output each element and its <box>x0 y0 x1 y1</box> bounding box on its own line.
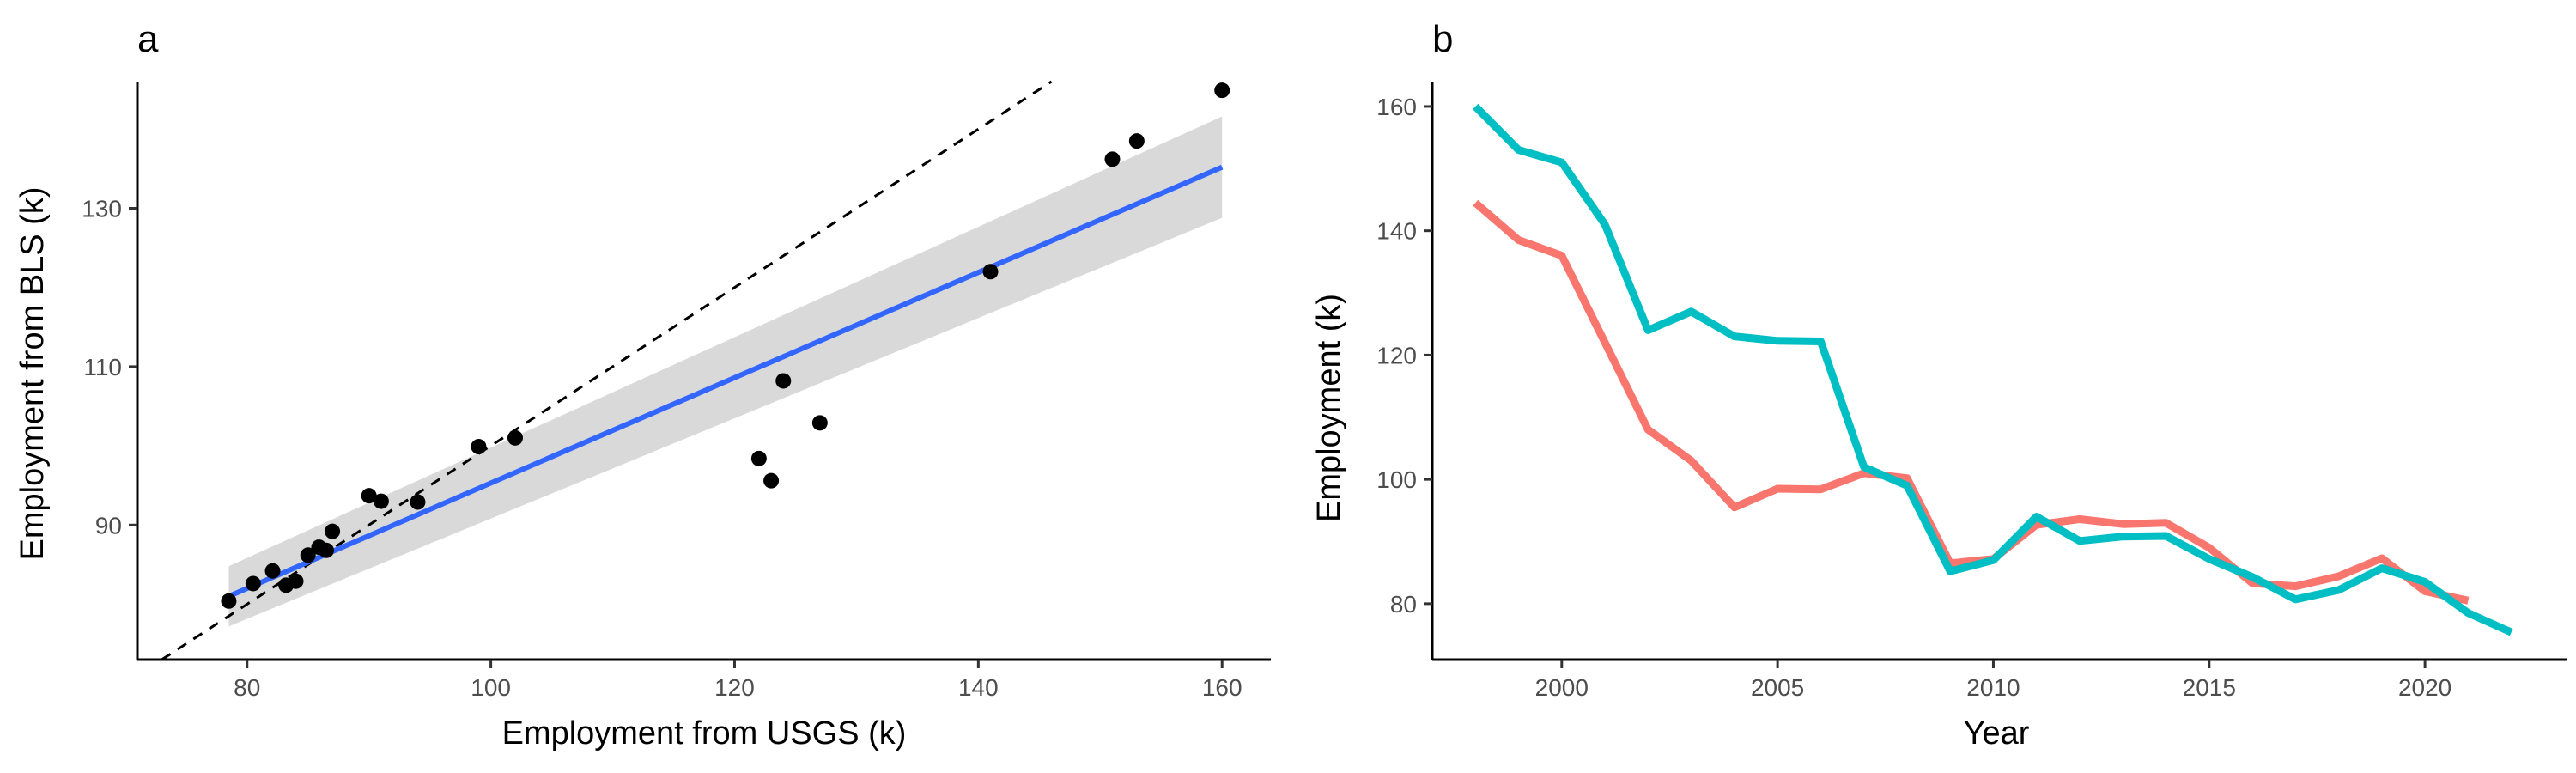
data-point <box>325 523 341 539</box>
panel-a-fit-line-group <box>228 164 1224 600</box>
y-tick-label: 110 <box>83 354 122 380</box>
y-tick-label: 140 <box>1376 218 1417 245</box>
data-point <box>982 264 999 280</box>
panel-b-line-chart: b 2000 2005 2010 2015 2020 80 100 120 140 160 Yea… <box>1311 18 2567 752</box>
data-point <box>507 429 523 446</box>
panel-a-axes: 80 100 120 140 160 90 110 130 <box>82 82 1271 701</box>
data-point <box>221 593 237 609</box>
y-tick-label: 90 <box>95 512 122 539</box>
data-point <box>471 439 487 455</box>
data-point <box>264 563 281 579</box>
panel-b-label: b <box>1432 18 1453 60</box>
data-point <box>288 573 304 589</box>
x-tick-label: 2000 <box>1535 674 1589 701</box>
data-point <box>373 493 389 509</box>
series-line-1 <box>1473 199 2470 605</box>
panel-b-series-group <box>1473 103 2513 636</box>
panel-a-confidence-band-group <box>228 116 1223 627</box>
panel-a-scatter-plot: a 80 100 120 140 160 90 110 130 Employment from… <box>15 18 1271 752</box>
data-point <box>750 450 767 466</box>
x-tick-label: 2015 <box>2183 674 2236 701</box>
panel-a-reference-line-group <box>161 80 1053 661</box>
y-tick-label: 130 <box>82 196 122 222</box>
x-tick-label: 100 <box>471 674 511 701</box>
panel-a-points-group <box>221 82 1230 609</box>
data-point <box>361 488 377 504</box>
data-point <box>1128 133 1145 149</box>
x-tick-label: 140 <box>958 674 999 701</box>
identity-reference-line <box>161 80 1053 661</box>
panel-a-label: a <box>137 18 159 60</box>
panel-b-x-axis-title: Year <box>1964 715 2030 752</box>
data-point <box>1104 151 1121 167</box>
confidence-band <box>228 116 1223 627</box>
regression-fit-line <box>228 164 1224 600</box>
x-tick-label: 160 <box>1202 674 1242 701</box>
x-tick-label: 2010 <box>1966 674 2020 701</box>
panel-b-axes: 2000 2005 2010 2015 2020 80 100 120 140 160 <box>1376 82 2567 701</box>
series-line-2 <box>1473 103 2513 636</box>
panel-b-y-axis-title: Employment (k) <box>1311 294 1347 522</box>
y-tick-label: 80 <box>1390 591 1417 618</box>
data-point <box>319 542 334 558</box>
y-tick-label: 100 <box>1376 466 1417 493</box>
panel-a-x-axis-title: Employment from USGS (k) <box>502 715 907 752</box>
data-point <box>811 415 828 431</box>
x-tick-label: 120 <box>714 674 755 701</box>
x-tick-label: 80 <box>234 674 260 701</box>
data-point <box>245 575 261 592</box>
y-tick-label: 120 <box>1376 342 1417 368</box>
x-tick-label: 2020 <box>2398 674 2451 701</box>
data-point <box>410 494 426 510</box>
data-point <box>300 547 316 563</box>
data-point <box>763 472 780 489</box>
x-tick-label: 2005 <box>1751 674 1804 701</box>
data-point <box>775 373 792 389</box>
data-point <box>1214 82 1230 99</box>
panel-a-y-axis-title: Employment from BLS (k) <box>15 187 51 561</box>
y-tick-label: 160 <box>1376 94 1417 120</box>
